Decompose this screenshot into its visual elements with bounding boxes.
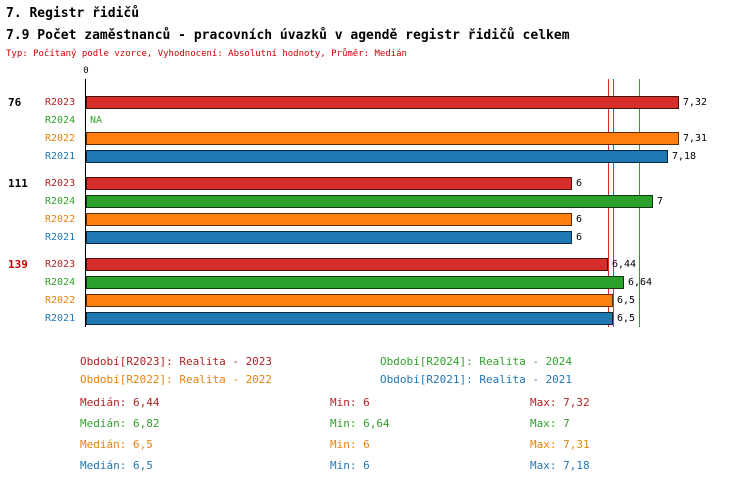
bar-value-label: 6: [576, 232, 583, 243]
bar-value-label: 7: [657, 196, 664, 207]
bar-value-label: NA: [90, 115, 103, 126]
legend-item-r2022: Období[R2022]: Realita - 2022: [80, 373, 273, 386]
series-label: R2024: [45, 277, 76, 288]
stat-median: Medián: 6,5: [80, 438, 153, 451]
legend-item-r2023: Období[R2023]: Realita - 2023: [80, 355, 273, 368]
stat-max: Max: 7,18: [530, 459, 590, 472]
bar-value-label: 6,44: [612, 259, 637, 270]
legend-item-r2024: Období[R2024]: Realita - 2024: [380, 355, 573, 368]
legend-row: Období[R2023]: Realita - 2023 Období[R202…: [80, 350, 750, 368]
bar-chart: 0 76 R2023 7,32 R2024 NA R2022 7,31 R2021 7,18 11…: [0, 66, 750, 338]
series-label: R2021: [45, 313, 76, 324]
stat-max: Max: 7,32: [530, 396, 590, 409]
bar-value-label: 6,5: [617, 313, 636, 324]
series-label: R2024: [45, 196, 76, 207]
series-label: R2023: [45, 97, 76, 108]
bar-value-label: 7,32: [683, 97, 708, 108]
bar-r2022: [86, 132, 679, 145]
bar-row-76-r2022: R2022 7,31: [0, 130, 750, 148]
stat-median: Medián: 6,82: [80, 417, 160, 430]
stat-min: Min: 6: [330, 438, 370, 451]
bar-value-label: 7,18: [672, 151, 697, 162]
bar-value-label: 6,64: [628, 277, 653, 288]
bar-row-76-r2024: R2024 NA: [0, 112, 750, 130]
axis-origin-label: 0: [83, 66, 89, 76]
bar-r2022: [86, 294, 613, 307]
stat-max: Max: 7,31: [530, 438, 590, 451]
stats-table: Medián: 6,44 Min: 6 Max: 7,32 Medián: 6,82 M…: [80, 396, 750, 480]
group-label: 111: [8, 177, 28, 190]
series-label: R2023: [45, 259, 76, 270]
bar-row-139-r2023: 139 R2023 6,44: [0, 256, 750, 274]
stats-row-r2024: Medián: 6,82 Min: 6,64 Max: 7: [80, 417, 750, 438]
bar-r2022: [86, 213, 572, 226]
bar-r2021: [86, 150, 668, 163]
stats-row-r2023: Medián: 6,44 Min: 6 Max: 7,32: [80, 396, 750, 417]
bar-row-111-r2021: R2021 6: [0, 229, 750, 247]
series-label: R2022: [45, 133, 76, 144]
stat-min: Min: 6: [330, 459, 370, 472]
group-label: 76: [8, 96, 22, 109]
group-label: 139: [8, 258, 28, 271]
stats-row-r2022: Medián: 6,5 Min: 6 Max: 7,31: [80, 438, 750, 459]
legend-item-r2021: Období[R2021]: Realita - 2021: [380, 373, 573, 386]
bar-r2024: [86, 195, 653, 208]
stat-median: Medián: 6,5: [80, 459, 153, 472]
series-label: R2024: [45, 115, 76, 126]
bar-r2024: [86, 276, 624, 289]
series-label: R2022: [45, 295, 76, 306]
stat-min: Min: 6: [330, 396, 370, 409]
bar-row-139-r2022: R2022 6,5: [0, 292, 750, 310]
bar-value-label: 7,31: [683, 133, 708, 144]
bar-r2023: [86, 177, 572, 190]
y-axis-line: [85, 79, 86, 327]
bar-r2023: [86, 258, 608, 271]
chart-subtitle: 7.9 Počet zaměstnanců - pracovních úvazk…: [6, 28, 570, 43]
series-label: R2023: [45, 178, 76, 189]
bar-row-111-r2024: R2024 7: [0, 193, 750, 211]
series-label: R2021: [45, 232, 76, 243]
bar-value-label: 6: [576, 178, 583, 189]
page-title: 7. Registr řidičů: [6, 6, 140, 21]
bar-row-111-r2022: R2022 6: [0, 211, 750, 229]
stat-max: Max: 7: [530, 417, 570, 430]
bar-row-139-r2021: R2021 6,5: [0, 310, 750, 328]
bar-value-label: 6: [576, 214, 583, 225]
legend: Období[R2023]: Realita - 2023 Období[R202…: [80, 350, 750, 386]
bar-row-76-r2021: R2021 7,18: [0, 148, 750, 166]
legend-row: Období[R2022]: Realita - 2022 Období[R202…: [80, 368, 750, 386]
bar-r2023: [86, 96, 679, 109]
stat-median: Medián: 6,44: [80, 396, 160, 409]
bar-value-label: 6,5: [617, 295, 636, 306]
series-label: R2021: [45, 151, 76, 162]
bar-row-139-r2024: R2024 6,64: [0, 274, 750, 292]
bar-row-76-r2023: 76 R2023 7,32: [0, 94, 750, 112]
series-label: R2022: [45, 214, 76, 225]
bar-row-111-r2023: 111 R2023 6: [0, 175, 750, 193]
bar-r2021: [86, 231, 572, 244]
stat-min: Min: 6,64: [330, 417, 390, 430]
chart-meta: Typ: Počítaný podle vzorce, Vyhodnocení:…: [6, 49, 407, 59]
stats-row-r2021: Medián: 6,5 Min: 6 Max: 7,18: [80, 459, 750, 480]
bar-r2021: [86, 312, 613, 325]
